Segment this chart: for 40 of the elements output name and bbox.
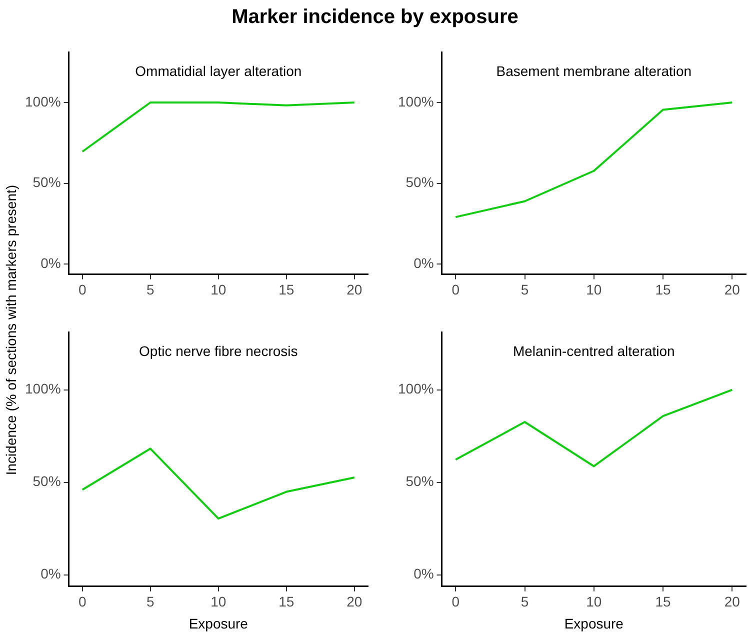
y-axis-title: Incidence (% of sections with markers present)	[3, 184, 19, 476]
y-tick-label: 50%	[32, 473, 61, 490]
x-tick-label: 5	[520, 281, 529, 298]
x-tick-label: 0	[78, 594, 87, 610]
chart-title: Marker incidence by exposure	[230, 6, 520, 29]
x-tick-label: 15	[278, 594, 294, 610]
y-tick-label: 50%	[406, 473, 434, 490]
x-tick-label: 10	[210, 594, 226, 610]
x-axis-title: Exposure	[188, 615, 248, 632]
text: Melanin-centred alteration	[512, 342, 675, 359]
x-tick-label: 10	[586, 281, 602, 298]
text: Ommatidial layer alteration	[135, 62, 302, 79]
y-tick-label: 100%	[24, 380, 61, 397]
y-tick-label: 0%	[414, 254, 434, 271]
x-tick-label: 15	[278, 281, 294, 298]
x-axis-title: Exposure	[564, 615, 624, 632]
y-tick-label: 100%	[398, 380, 434, 397]
y-tick-label: 100%	[24, 93, 61, 110]
x-tick-label: 5	[146, 281, 155, 298]
text: Basement membrane alteration	[496, 62, 692, 79]
x-tick-label: 15	[655, 594, 672, 610]
y-tick-label: 0%	[40, 254, 61, 271]
y-tick-label: 0%	[414, 566, 434, 582]
x-tick-label: 0	[452, 594, 460, 610]
x-tick-label: 0	[78, 281, 87, 298]
x-tick-label: 5	[520, 594, 529, 610]
y-tick-label: 100%	[398, 93, 434, 110]
x-tick-label: 0	[452, 281, 460, 298]
x-tick-label: 20	[724, 594, 740, 610]
x-tick-label: 20	[724, 281, 740, 298]
y-tick-label: 0%	[40, 566, 61, 582]
y-tick-label: 50%	[32, 174, 61, 190]
x-tick-label: 10	[210, 281, 226, 298]
x-tick-label: 20	[346, 594, 362, 610]
x-tick-label: 15	[655, 281, 672, 298]
x-tick-label: 10	[586, 594, 602, 610]
x-tick-label: 5	[146, 594, 155, 610]
x-tick-label: 20	[346, 281, 362, 298]
y-tick-label: 50%	[406, 174, 434, 190]
text: Optic nerve fibre necrosis	[139, 342, 298, 359]
